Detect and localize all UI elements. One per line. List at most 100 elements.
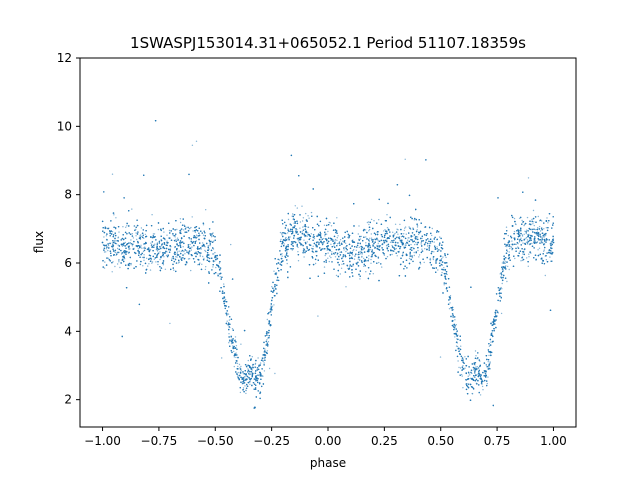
data-point: [283, 243, 285, 245]
data-point: [403, 229, 405, 232]
data-point: [336, 239, 338, 242]
data-point: [124, 258, 126, 260]
data-point: [251, 365, 254, 367]
data-point: [370, 237, 373, 239]
data-point: [294, 205, 296, 207]
data-point: [536, 241, 538, 243]
data-point: [144, 233, 147, 236]
data-point: [322, 242, 324, 244]
data-point: [526, 239, 529, 241]
data-point: [523, 223, 526, 226]
data-point: [230, 342, 233, 345]
data-point: [214, 251, 216, 254]
data-point: [424, 248, 426, 250]
data-point: [263, 370, 266, 372]
data-point: [201, 263, 203, 265]
data-point: [128, 248, 130, 251]
data-point: [140, 244, 142, 246]
data-point: [305, 212, 307, 215]
data-point: [386, 256, 389, 258]
data-point: [179, 221, 182, 224]
data-point: [481, 383, 483, 385]
data-point: [106, 227, 108, 229]
data-point: [363, 257, 365, 260]
data-point: [174, 234, 176, 237]
data-point: [475, 366, 477, 368]
data-point: [111, 271, 113, 273]
data-point: [366, 221, 369, 224]
data-point: [299, 221, 302, 223]
data-point: [368, 228, 371, 231]
data-point: [507, 234, 509, 237]
data-point: [231, 328, 234, 330]
data-point: [416, 236, 419, 238]
data-point: [152, 233, 155, 235]
data-point: [169, 237, 171, 239]
data-point: [343, 249, 345, 251]
data-point: [445, 256, 447, 259]
data-point: [118, 231, 120, 233]
data-point: [488, 345, 491, 347]
data-point: [153, 233, 156, 235]
data-point: [326, 249, 328, 251]
data-point: [501, 262, 504, 264]
data-point: [359, 278, 361, 280]
data-point: [454, 319, 456, 321]
data-point: [521, 259, 524, 262]
data-point: [141, 256, 144, 259]
data-point: [341, 263, 343, 265]
data-point: [166, 240, 168, 242]
data-point: [351, 254, 354, 256]
data-point: [242, 387, 245, 389]
data-point: [289, 236, 291, 238]
data-point: [437, 269, 439, 271]
data-point: [119, 266, 121, 269]
data-point: [238, 363, 241, 366]
data-point: [191, 144, 194, 146]
data-point: [125, 226, 127, 228]
data-point: [202, 255, 204, 258]
data-point: [160, 245, 163, 247]
data-point: [522, 253, 524, 255]
data-point: [306, 235, 308, 238]
data-point: [135, 232, 137, 234]
data-point: [299, 227, 301, 229]
data-point: [334, 256, 337, 258]
data-point: [136, 238, 138, 241]
data-point: [162, 264, 165, 266]
data-point: [172, 234, 174, 236]
data-point: [368, 241, 370, 243]
data-point: [413, 219, 415, 221]
data-point: [280, 238, 282, 241]
data-point: [355, 249, 357, 251]
data-point: [496, 309, 498, 312]
data-point: [227, 313, 230, 315]
data-point: [402, 253, 404, 255]
data-point: [237, 371, 239, 374]
data-point: [383, 230, 385, 232]
data-point: [115, 217, 117, 219]
data-point: [147, 265, 149, 267]
data-point: [112, 261, 114, 263]
data-point: [313, 237, 316, 240]
data-point: [212, 253, 214, 255]
data-point: [383, 254, 386, 256]
data-point: [378, 219, 380, 221]
data-point: [169, 248, 171, 250]
data-point: [239, 367, 241, 369]
data-point: [182, 256, 184, 259]
data-point: [176, 252, 178, 254]
data-point: [336, 254, 338, 256]
data-point: [228, 319, 231, 321]
data-point: [460, 345, 462, 347]
data-point: [251, 369, 253, 371]
data-point: [183, 229, 185, 231]
data-point: [187, 258, 190, 260]
data-point: [141, 235, 143, 238]
data-point: [506, 250, 509, 253]
data-point: [308, 217, 310, 219]
data-point: [195, 140, 198, 142]
data-point: [394, 232, 396, 235]
data-point: [372, 243, 374, 246]
data-point: [122, 226, 124, 228]
